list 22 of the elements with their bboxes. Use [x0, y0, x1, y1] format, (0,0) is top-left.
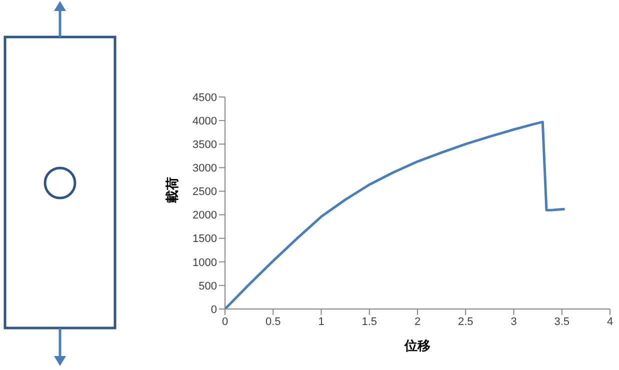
- x-tick-label: 1: [318, 316, 324, 328]
- x-tick-label: 3.5: [554, 316, 570, 328]
- x-tick-label: 3: [510, 316, 517, 328]
- y-tick-label: 3000: [192, 162, 217, 175]
- y-tick-label: 2500: [192, 186, 217, 198]
- y-tick-label: 4000: [192, 115, 217, 128]
- y-tick-label: 0: [210, 304, 217, 316]
- x-tick-label: 0.5: [265, 316, 281, 328]
- x-tick-label: 0: [222, 316, 228, 328]
- x-tick-label: 4: [606, 316, 614, 328]
- x-tick-label: 2.5: [458, 316, 474, 328]
- y-tick-label: 500: [198, 280, 217, 292]
- y-axis-title: 載荷: [164, 177, 180, 204]
- line-series: [225, 120, 566, 309]
- x-tick-label: 2: [414, 316, 421, 328]
- y-tick-label: 4500: [192, 92, 217, 104]
- x-tick-label: 1.5: [362, 316, 378, 328]
- y-tick-label: 1500: [192, 233, 217, 246]
- x-axis-title: 位移: [404, 338, 430, 353]
- y-tick-label: 1000: [192, 256, 217, 269]
- y-tick-label: 3500: [192, 139, 217, 152]
- y-tick-label: 2000: [192, 210, 217, 222]
